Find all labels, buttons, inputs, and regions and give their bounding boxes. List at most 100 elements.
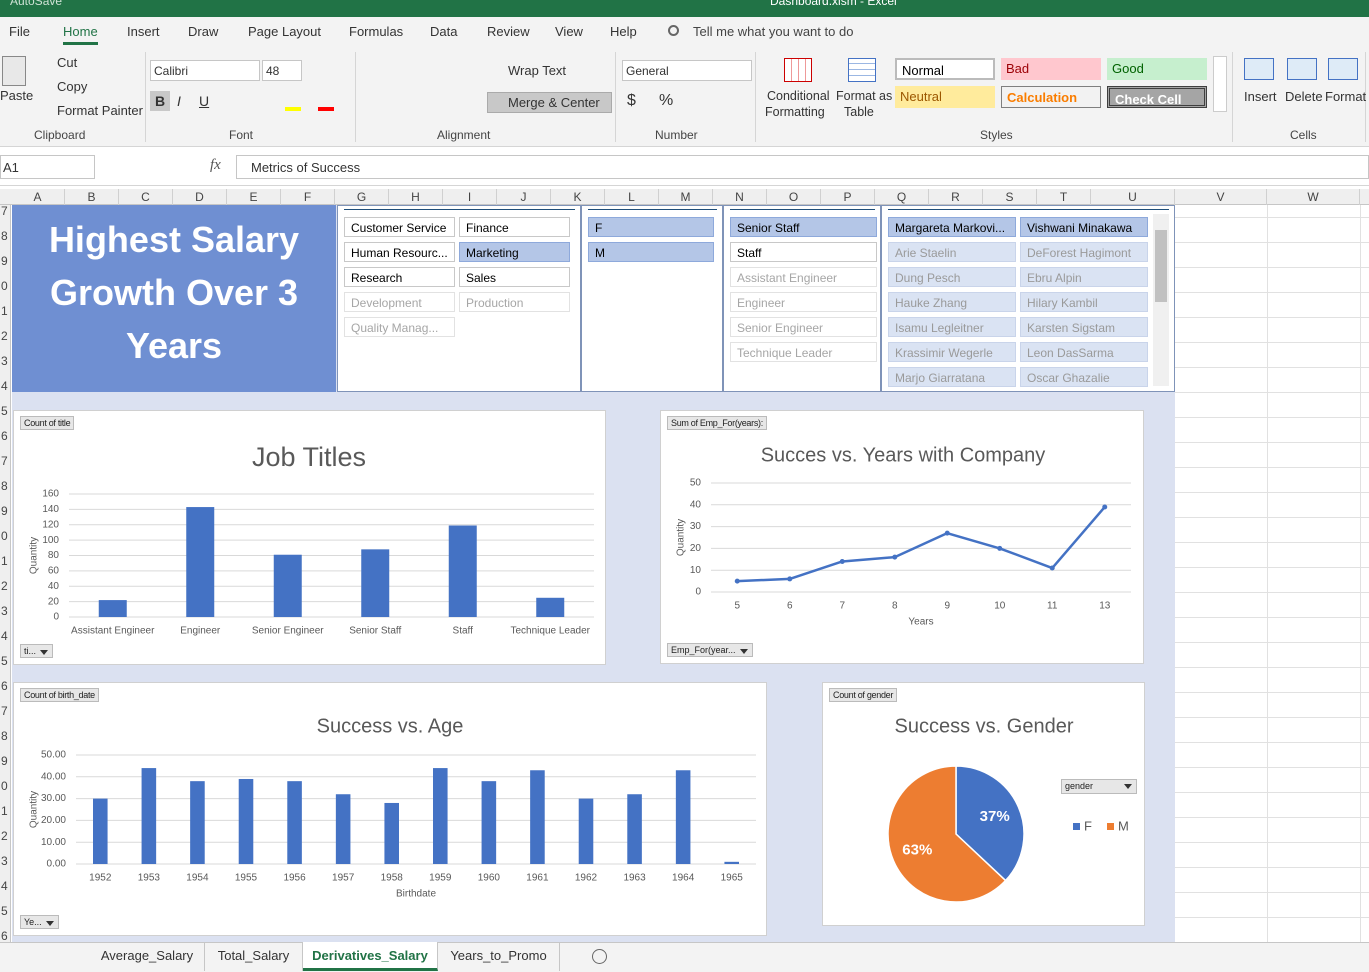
column-header[interactable]: U <box>1091 189 1175 205</box>
column-header[interactable]: I <box>443 189 497 205</box>
slicer-item[interactable]: Hilary Kambil <box>1020 292 1148 312</box>
sheet-tab[interactable]: Derivatives_Salary <box>303 942 438 971</box>
pivot-field-button[interactable]: Count of gender <box>829 688 898 702</box>
conditional-formatting-button[interactable]: Conditional <box>767 89 830 103</box>
pivot-field-button[interactable]: Count of birth_date <box>20 688 99 702</box>
cell-style[interactable]: Good <box>1107 58 1207 80</box>
font-name-box[interactable]: Calibri <box>150 60 260 81</box>
column-header[interactable]: H <box>389 189 443 205</box>
ribbon-tab[interactable]: Insert <box>127 24 160 39</box>
insert-button[interactable]: Insert <box>1244 89 1277 104</box>
row-header[interactable]: 1 <box>1 804 8 818</box>
slicer-item[interactable]: Human Resourc... <box>344 242 455 262</box>
sheet-tab[interactable]: Average_Salary <box>90 942 205 971</box>
cut-button[interactable]: Cut <box>57 55 78 70</box>
slicer-item[interactable]: Dung Pesch <box>888 267 1016 287</box>
slicer-item[interactable]: Leon DasSarma <box>1020 342 1148 362</box>
slicer-item[interactable]: Quality Manag... <box>344 317 455 337</box>
row-header[interactable]: 7 <box>1 454 8 468</box>
font-style-button[interactable]: I <box>177 93 181 109</box>
slicer-item[interactable]: F <box>588 217 714 237</box>
slicer-item[interactable]: Hauke Zhang <box>888 292 1016 312</box>
slicer-item[interactable]: Vishwani Minakawa <box>1020 217 1148 237</box>
paste-button[interactable]: Paste <box>0 88 34 103</box>
column-header[interactable]: B <box>65 189 119 205</box>
ribbon-tab[interactable]: View <box>555 24 583 39</box>
add-sheet-button[interactable] <box>592 949 607 964</box>
row-header[interactable]: 5 <box>1 404 8 418</box>
ribbon-tab[interactable]: Draw <box>188 24 219 39</box>
format-as-table-button[interactable]: Format as <box>836 89 893 103</box>
row-header[interactable]: 8 <box>1 229 8 243</box>
column-header[interactable]: L <box>605 189 659 205</box>
row-header[interactable]: 9 <box>1 754 8 768</box>
copy-button[interactable]: Copy <box>57 79 88 94</box>
ribbon-tab[interactable]: File <box>9 24 30 39</box>
row-header[interactable]: 7 <box>1 204 8 218</box>
sheet-tab[interactable]: Total_Salary <box>205 942 303 971</box>
column-header[interactable]: A <box>11 189 65 205</box>
slicer-item[interactable]: Karsten Sigstam <box>1020 317 1148 337</box>
slicer-item[interactable]: Research <box>344 267 455 287</box>
column-header[interactable]: V <box>1175 189 1267 205</box>
ribbon-tab[interactable]: Data <box>430 24 458 39</box>
number-symbol-button[interactable]: % <box>659 92 674 109</box>
cell-style[interactable]: Bad <box>1001 58 1101 80</box>
column-header[interactable]: W <box>1267 189 1360 205</box>
slicer-item[interactable]: Staff <box>730 242 877 262</box>
conditional-formatting-button[interactable]: Formatting <box>765 105 825 119</box>
slicer-item[interactable]: Senior Engineer <box>730 317 877 337</box>
row-header[interactable]: 3 <box>1 604 8 618</box>
row-header[interactable]: 0 <box>1 529 8 543</box>
row-header[interactable]: 4 <box>1 629 8 643</box>
row-header[interactable]: 7 <box>1 704 8 718</box>
row-header[interactable]: 4 <box>1 379 8 393</box>
slicer-item[interactable]: Development <box>344 292 455 312</box>
column-header[interactable]: P <box>821 189 875 205</box>
delete-button[interactable]: Delete <box>1285 89 1323 104</box>
row-header[interactable]: 5 <box>1 654 8 668</box>
wrap-text-button[interactable]: Wrap Text <box>508 63 567 78</box>
row-header[interactable]: 6 <box>1 429 8 443</box>
row-header[interactable]: 0 <box>1 779 8 793</box>
search-box[interactable]: Tell me what you want to do <box>693 24 854 39</box>
ribbon-tab[interactable]: Formulas <box>349 24 404 39</box>
slicer-item[interactable]: Arie Staelin <box>888 242 1016 262</box>
row-header[interactable]: 9 <box>1 254 8 268</box>
row-header[interactable]: 3 <box>1 354 8 368</box>
merge-center-button[interactable]: Merge & Center <box>487 92 612 113</box>
slicer-item[interactable]: Technique Leader <box>730 342 877 362</box>
number-format-box[interactable]: General <box>622 60 752 81</box>
slicer-item[interactable]: Customer Service <box>344 217 455 237</box>
row-header[interactable]: 5 <box>1 904 8 918</box>
pivot-field-button[interactable]: Sum of Emp_For(years): <box>667 416 767 430</box>
format-button[interactable]: Format <box>1325 89 1367 104</box>
cell-style[interactable]: Neutral <box>895 86 995 108</box>
slicer-item[interactable]: Ebru Alpin <box>1020 267 1148 287</box>
filter-button[interactable]: gender <box>1061 779 1137 794</box>
column-header[interactable]: R <box>929 189 983 205</box>
slicer-item[interactable]: Assistant Engineer <box>730 267 877 287</box>
column-header[interactable]: O <box>767 189 821 205</box>
ribbon-tab[interactable]: Page Layout <box>248 24 322 39</box>
ribbon-tab[interactable]: Home <box>63 24 98 45</box>
filter-button[interactable]: Emp_For(year... <box>667 643 753 657</box>
slicer-item[interactable]: Engineer <box>730 292 877 312</box>
ribbon-tab[interactable]: Help <box>610 24 637 39</box>
row-header[interactable]: 8 <box>1 479 8 493</box>
column-header[interactable]: E <box>227 189 281 205</box>
slicer-item[interactable]: Isamu Legleitner <box>888 317 1016 337</box>
slicer-item[interactable]: M <box>588 242 714 262</box>
format-as-table-button[interactable]: Table <box>844 105 874 119</box>
slicer-item[interactable]: DeForest Hagimont <box>1020 242 1148 262</box>
column-header[interactable]: G <box>335 189 389 205</box>
name-box[interactable]: A1 <box>0 155 95 179</box>
row-header[interactable]: 8 <box>1 729 8 743</box>
slicer-item[interactable]: Marketing <box>459 242 570 262</box>
slicer-item[interactable]: Margareta Markovi... <box>888 217 1016 237</box>
row-header[interactable]: 2 <box>1 329 8 343</box>
row-header[interactable]: 3 <box>1 854 8 868</box>
filter-button[interactable]: ti... <box>20 644 54 658</box>
cell-style[interactable]: Calculation <box>1001 86 1101 108</box>
font-size-box[interactable]: 48 <box>262 60 302 81</box>
